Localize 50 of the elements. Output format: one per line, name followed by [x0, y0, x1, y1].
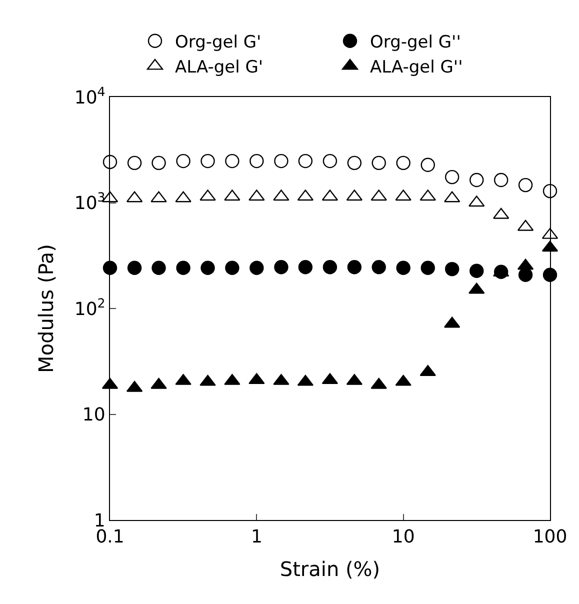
point — [396, 156, 410, 170]
point — [372, 260, 386, 274]
y-tick-label: 10$^{2}$ — [74, 295, 106, 320]
point — [444, 170, 460, 184]
point — [470, 172, 484, 188]
point — [274, 260, 288, 274]
legend-label: ALA-gel G'' — [370, 58, 463, 78]
x-axis-title: Strain (%) — [280, 557, 380, 582]
point — [250, 154, 264, 168]
point — [298, 260, 313, 274]
point — [372, 156, 386, 170]
point — [444, 262, 460, 276]
y-tick-label: 10$^{4}$ — [74, 84, 106, 108]
legend-label: Org-gel G' — [175, 32, 262, 52]
point — [322, 154, 338, 168]
x-tick-label: 100 — [532, 526, 568, 548]
point — [347, 260, 362, 274]
point — [470, 264, 484, 278]
point — [102, 260, 118, 276]
y-axis-title: Modulus (Pa) — [34, 244, 58, 373]
point — [518, 268, 533, 282]
point — [542, 184, 558, 198]
point — [102, 154, 118, 170]
point — [494, 172, 508, 188]
point — [518, 178, 533, 192]
x-tick-label: 10 — [392, 526, 415, 548]
point — [152, 260, 166, 276]
point — [176, 154, 190, 168]
point — [347, 156, 362, 170]
point — [396, 260, 410, 276]
point — [225, 260, 240, 276]
point — [176, 260, 190, 276]
point — [420, 260, 435, 276]
point — [274, 154, 288, 168]
y-tick-label: 10 — [82, 404, 106, 426]
point — [200, 154, 215, 168]
point — [322, 260, 338, 274]
x-tick-label: 1 — [250, 526, 262, 548]
point — [225, 154, 240, 168]
point — [127, 156, 142, 170]
point — [152, 156, 166, 170]
point — [298, 154, 313, 168]
point — [250, 260, 264, 276]
point — [200, 260, 215, 276]
point — [542, 268, 558, 282]
x-tick-label: 0.1 — [96, 526, 124, 548]
legend-label: ALA-gel G' — [175, 58, 264, 78]
legend-label: Org-gel G'' — [370, 32, 461, 52]
point — [127, 260, 142, 276]
point — [420, 158, 435, 172]
